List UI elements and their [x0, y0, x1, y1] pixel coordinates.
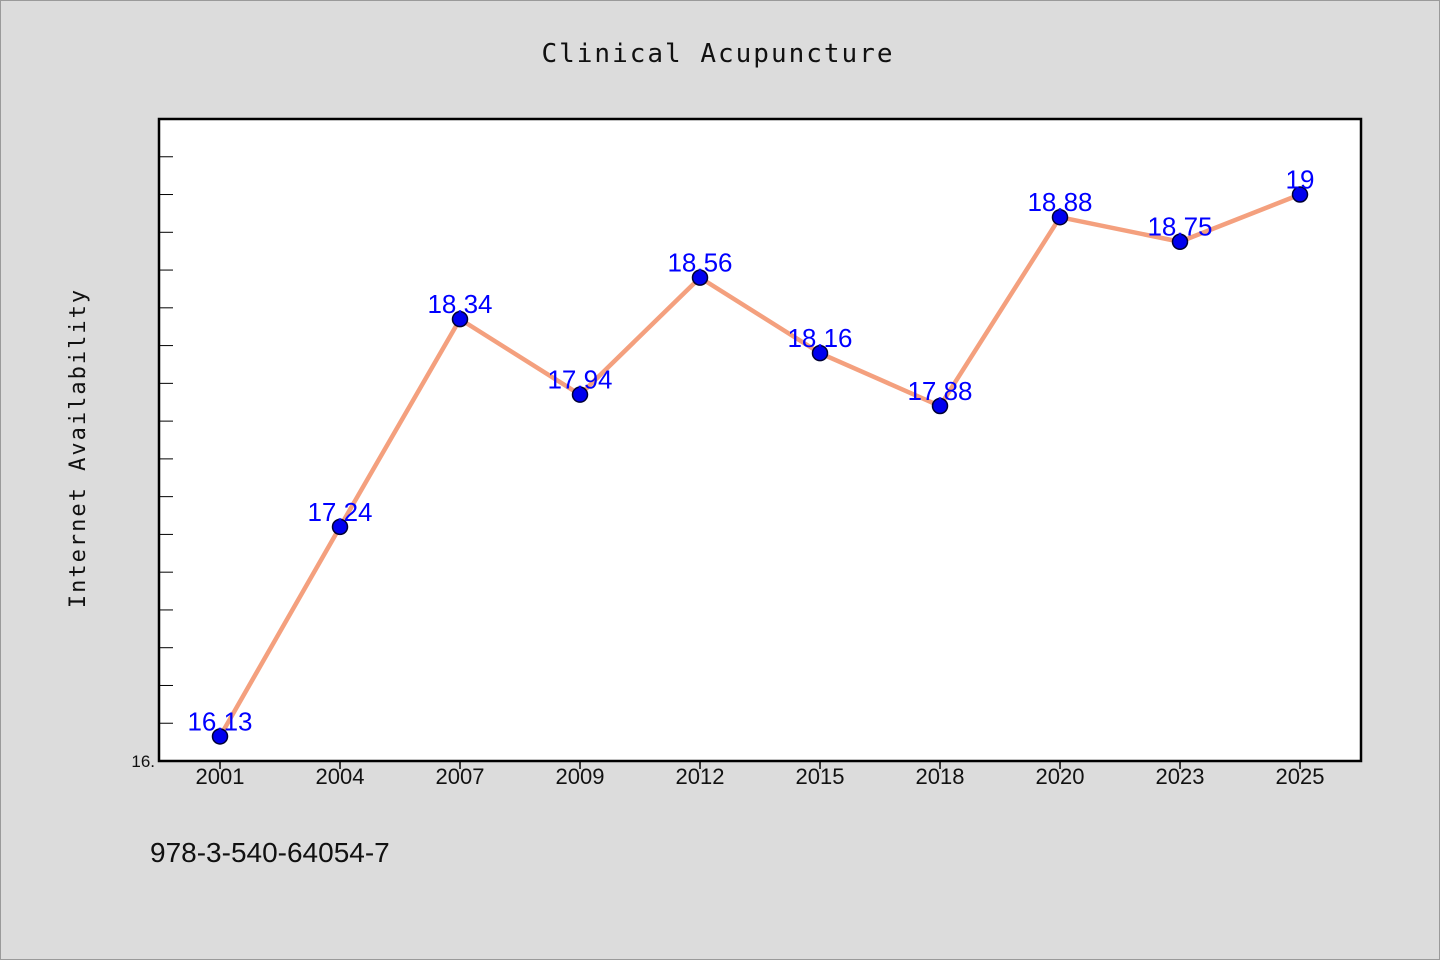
x-tick-label: 2020: [1036, 764, 1085, 789]
data-point: [571, 386, 589, 403]
y-axis-label: Internet Availability: [66, 288, 91, 608]
footnote-isbn: 978-3-540-64054-7: [150, 837, 390, 868]
plot-area: [157, 117, 1363, 763]
data-label: 18.56: [667, 248, 732, 278]
x-tick-label: 2001: [196, 764, 245, 789]
data-point: [931, 397, 949, 415]
data-labels: 16.13 17.24 18.34 17.94 18.56 18.16 17.88 18.88…: [187, 165, 1314, 737]
data-label: 19: [1286, 165, 1315, 195]
x-tick-label: 2009: [556, 764, 605, 789]
data-label: 17.94: [547, 365, 612, 395]
x-tick-label: 2018: [916, 764, 965, 789]
x-tick-label: 2004: [316, 764, 365, 789]
data-point: [1171, 233, 1189, 250]
data-point: [331, 518, 349, 536]
data-point: [211, 728, 229, 745]
data-label: 17.88: [907, 376, 972, 406]
x-tick-label: 2007: [436, 764, 485, 789]
chart-title: Clinical Acupuncture: [541, 39, 894, 69]
series-line-group: [218, 192, 1301, 738]
data-point: [451, 310, 469, 328]
data-markers: [211, 186, 1309, 745]
x-axis-ticks: 2001 2004 2007 2009 2012 2015 2018 2020 2023 2025: [196, 761, 1325, 789]
data-point: [1291, 186, 1309, 203]
series-line: [218, 192, 1301, 738]
x-tick-label: 2012: [676, 764, 725, 789]
data-label: 17.24: [307, 497, 372, 527]
data-point: [811, 344, 829, 362]
y-axis-ticks: 16.: [131, 118, 173, 771]
data-label: 18.88: [1027, 187, 1092, 217]
data-point: [1051, 208, 1069, 226]
x-tick-label: 2015: [796, 764, 845, 789]
data-label: 18.75: [1147, 212, 1212, 242]
x-tick-label: 2025: [1276, 764, 1325, 789]
data-label: 18.34: [427, 289, 492, 319]
x-tick-label: 2023: [1156, 764, 1205, 789]
y-tick-label: 16.: [131, 752, 155, 771]
data-label: 16.13: [187, 706, 252, 736]
data-point: [691, 269, 709, 286]
data-label: 18.16: [787, 323, 852, 353]
